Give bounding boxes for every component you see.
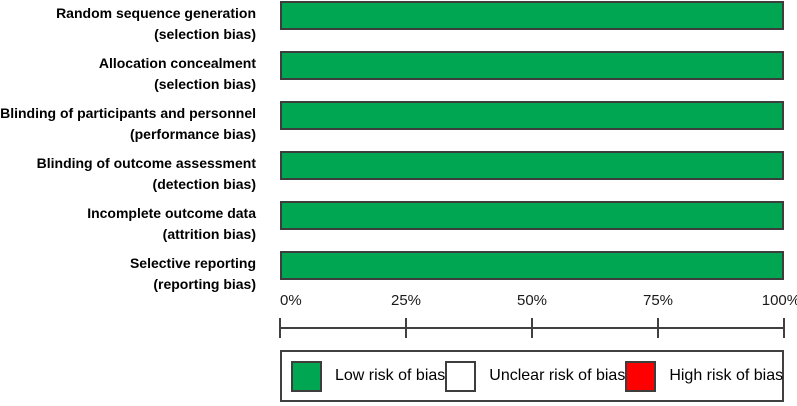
category-label: Blinding of outcome assessment (detectio… bbox=[0, 150, 256, 200]
legend-item-unclear-risk: Unclear risk of bias bbox=[445, 360, 626, 392]
legend-label: Unclear risk of bias bbox=[489, 367, 626, 384]
category-label: Selective reporting (reporting bias) bbox=[0, 250, 256, 300]
bar-track bbox=[280, 0, 784, 50]
category-label-line1: Random sequence generation bbox=[56, 5, 256, 21]
category-label: Random sequence generation (selection bi… bbox=[0, 0, 256, 50]
category-label-line2: (selection bias) bbox=[154, 76, 256, 92]
category-label: Blinding of participants and personnel (… bbox=[0, 100, 256, 150]
bar-segment-low-risk bbox=[282, 253, 782, 278]
x-axis bbox=[279, 318, 785, 338]
category-label: Allocation concealment (selection bias) bbox=[0, 50, 256, 100]
bar-row: Blinding of participants and personnel (… bbox=[0, 100, 797, 150]
high-risk-swatch bbox=[625, 360, 657, 392]
category-label: Incomplete outcome data (attrition bias) bbox=[0, 200, 256, 250]
bar-row: Allocation concealment (selection bias) bbox=[0, 50, 797, 100]
bar-track bbox=[280, 200, 784, 250]
category-label-line1: Incomplete outcome data bbox=[87, 205, 256, 221]
bar-segment-low-risk bbox=[282, 3, 782, 28]
legend-label: Low risk of bias bbox=[335, 367, 446, 384]
legend-label: High risk of bias bbox=[669, 367, 784, 384]
risk-bar bbox=[280, 101, 784, 130]
unclear-risk-swatch bbox=[445, 360, 477, 392]
axis-tick bbox=[405, 318, 407, 338]
risk-bar bbox=[280, 1, 784, 30]
category-label-line2: (attrition bias) bbox=[162, 226, 256, 242]
legend: Low risk of bias Unclear risk of bias Hi… bbox=[280, 350, 784, 402]
x-axis-tick-labels: 0% 25% 50% 75% 100% bbox=[280, 292, 797, 309]
axis-tick bbox=[531, 318, 533, 338]
category-label-line1: Allocation concealment bbox=[98, 55, 256, 71]
axis-tick-label: 25% bbox=[390, 292, 422, 309]
bar-row: Blinding of outcome assessment (detectio… bbox=[0, 150, 797, 200]
risk-bar bbox=[280, 201, 784, 230]
risk-bar bbox=[280, 151, 784, 180]
axis-tick bbox=[657, 318, 659, 338]
axis-tick-label: 100% bbox=[761, 292, 797, 309]
bar-segment-low-risk bbox=[282, 203, 782, 228]
bar-rows: Random sequence generation (selection bi… bbox=[0, 0, 797, 300]
bar-track bbox=[280, 150, 784, 200]
legend-item-low-risk: Low risk of bias bbox=[291, 360, 446, 392]
category-label-line1: Blinding of participants and personnel bbox=[0, 105, 256, 121]
low-risk-swatch bbox=[291, 360, 322, 392]
bar-row: Random sequence generation (selection bi… bbox=[0, 0, 797, 50]
category-label-line2: (performance bias) bbox=[129, 126, 256, 142]
axis-tick-label: 75% bbox=[642, 292, 674, 309]
category-label-line2: (selection bias) bbox=[154, 26, 256, 42]
category-label-line1: Selective reporting bbox=[129, 255, 256, 271]
bar-segment-low-risk bbox=[282, 153, 782, 178]
axis-tick-label: 50% bbox=[516, 292, 548, 309]
bar-segment-low-risk bbox=[282, 53, 782, 78]
axis-tick-label: 0% bbox=[280, 292, 302, 309]
bar-track bbox=[280, 250, 784, 300]
category-label-line2: (detection bias) bbox=[152, 176, 256, 192]
bar-row: Incomplete outcome data (attrition bias) bbox=[0, 200, 797, 250]
bar-track bbox=[280, 100, 784, 150]
legend-item-high-risk: High risk of bias bbox=[625, 360, 784, 392]
risk-bar bbox=[280, 51, 784, 80]
bar-segment-low-risk bbox=[282, 103, 782, 128]
risk-bar bbox=[280, 251, 784, 280]
bar-row: Selective reporting (reporting bias) bbox=[0, 250, 797, 300]
category-label-line1: Blinding of outcome assessment bbox=[36, 155, 256, 171]
category-label-line2: (reporting bias) bbox=[153, 276, 256, 292]
axis-tick bbox=[783, 318, 785, 338]
axis-tick bbox=[279, 318, 281, 338]
bar-track bbox=[280, 50, 784, 100]
